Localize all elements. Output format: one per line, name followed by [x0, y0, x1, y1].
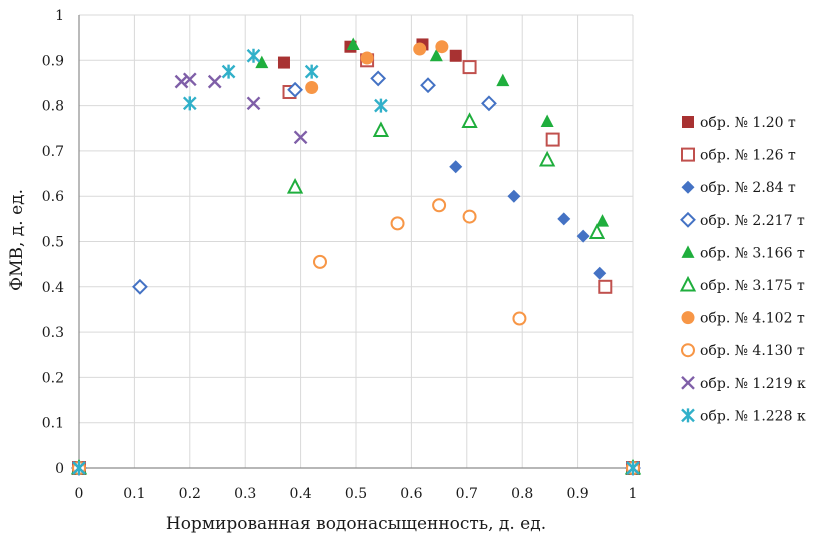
data-point [390, 216, 405, 231]
y-tick-label: 0.6 [42, 189, 64, 205]
data-point [255, 55, 269, 69]
data-point [372, 121, 390, 138]
legend-marker [681, 408, 695, 423]
legend-label: обр. № 2.84 т [700, 180, 796, 196]
data-point [287, 81, 303, 98]
legend-label: обр. № 3.166 т [700, 245, 805, 261]
data-point [449, 49, 462, 62]
legend-marker [681, 311, 695, 325]
legend-marker [681, 343, 695, 358]
y-tick-label: 0.5 [42, 235, 64, 251]
legend-marker [679, 275, 697, 292]
data-point [312, 254, 327, 269]
x-tick-label: 0.2 [179, 486, 201, 502]
x-tick-label: 0.3 [234, 486, 256, 502]
data-point [72, 461, 86, 475]
legend-label: обр. № 1.26 т [700, 148, 796, 164]
x-tick-label: 0.1 [123, 486, 145, 502]
x-axis-title: Нормированная водонасыщенность, д. ед. [166, 514, 546, 534]
x-axis-ticks: 0 0.1 0.2 0.3 0.4 0.5 0.6 0.7 0.8 0.9 1 [75, 486, 638, 502]
data-point [598, 279, 613, 294]
data-point [346, 37, 360, 50]
y-axis-title: ФМВ, д. ед. [7, 189, 27, 291]
x-tick-label: 0.6 [400, 486, 422, 502]
legend-marker [682, 116, 694, 128]
data-point [221, 64, 236, 79]
data-point [461, 112, 478, 128]
y-tick-label: 0.7 [42, 144, 64, 160]
legend-marker [681, 245, 695, 258]
x-tick-label: 0.7 [456, 486, 478, 502]
y-tick-label: 0 [55, 461, 64, 477]
data-point [576, 229, 590, 243]
data-point [496, 73, 510, 87]
legend: обр. № 1.20 т обр. № 1.26 т обр. № 2.84 т о… [679, 115, 806, 424]
x-tick-label: 0.4 [289, 486, 311, 502]
data-point [305, 80, 319, 94]
y-tick-label: 0.1 [42, 416, 64, 432]
data-point [360, 51, 374, 65]
data-point [462, 60, 477, 75]
x-tick-label: 0 [75, 486, 84, 502]
data-point [462, 209, 477, 224]
legend-marker [681, 147, 695, 162]
data-point [540, 114, 554, 127]
legend-label: обр. № 2.217 т [700, 213, 805, 229]
legend-marker [681, 375, 695, 390]
y-tick-label: 0.2 [42, 370, 64, 386]
x-tick-label: 0.5 [345, 486, 367, 502]
y-tick-label: 0.8 [42, 99, 64, 115]
gridlines [78, 14, 634, 469]
data-point [435, 40, 449, 54]
data-point [374, 98, 388, 113]
y-tick-label: 0.4 [42, 280, 64, 296]
plot-area-border [78, 15, 633, 469]
legend-label: обр. № 4.102 т [700, 311, 805, 327]
data-point [545, 132, 560, 147]
y-axis-ticks: 0 0.1 0.2 0.3 0.4 0.5 0.6 0.7 0.8 0.9 1 [42, 8, 64, 477]
legend-label: обр. № 4.130 т [700, 343, 805, 359]
y-tick-label: 0.9 [42, 53, 64, 69]
data-point [304, 64, 319, 79]
data-point [596, 214, 610, 227]
data-point [420, 77, 436, 94]
x-tick-label: 0.9 [566, 486, 588, 502]
data-point [481, 95, 497, 112]
data-point [557, 212, 571, 226]
legend-label: обр. № 1.20 т [700, 115, 796, 131]
data-point [512, 311, 527, 326]
data-point [246, 96, 261, 111]
data-markers [70, 37, 642, 476]
legend-label: обр. № 1.219 к [700, 376, 806, 392]
y-tick-label: 1 [55, 8, 64, 24]
legend-marker [681, 180, 695, 194]
data-point [593, 266, 607, 280]
data-point [429, 48, 443, 62]
data-point [626, 461, 640, 475]
data-point [174, 74, 189, 89]
data-point [182, 96, 197, 111]
data-point [207, 74, 222, 89]
data-point [413, 42, 427, 56]
data-point [246, 48, 261, 63]
data-point [432, 198, 447, 213]
y-tick-label: 0.3 [42, 325, 64, 341]
x-tick-label: 0.8 [511, 486, 533, 502]
data-point [277, 56, 290, 69]
data-point [132, 278, 148, 295]
data-point [538, 150, 556, 167]
data-point [449, 160, 463, 174]
data-point [588, 223, 606, 239]
data-point [370, 70, 387, 87]
data-point [293, 130, 308, 145]
legend-marker [680, 211, 696, 228]
data-point [286, 177, 304, 194]
data-point [507, 189, 521, 203]
legend-label: обр. № 1.228 к [700, 408, 806, 424]
legend-label: обр. № 3.175 т [700, 278, 805, 294]
x-tick-label: 1 [629, 486, 638, 502]
data-point [182, 72, 197, 87]
